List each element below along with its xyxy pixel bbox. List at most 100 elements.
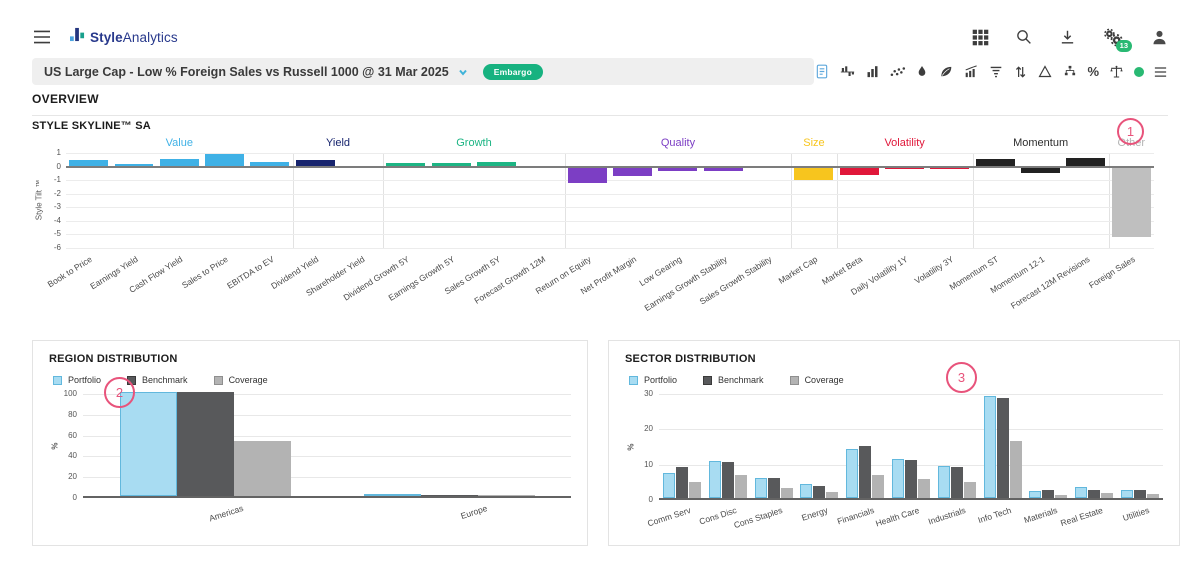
sector-x-axis-labels: Comm Serv Cons Disc Cons Staples Energy Fina… [646,500,1163,532]
bar-cons-disc-portfolio[interactable] [708,461,721,498]
bar-materials-benchmark[interactable] [1042,489,1055,498]
bar-health-care-benchmark[interactable] [904,460,917,498]
legend-item-benchmark[interactable]: Benchmark [127,375,188,385]
bar-health-care-coverage[interactable] [917,478,930,498]
skyline-bar-ebitda-to-ev[interactable] [250,162,290,167]
brand-logo[interactable]: StyleAnalytics [70,26,178,48]
hamburger-menu-icon[interactable] [32,29,52,45]
funnel-filter-icon[interactable] [988,64,1004,79]
bar-real-estate-benchmark[interactable] [1088,489,1101,498]
user-icon[interactable] [1151,29,1168,46]
bar-health-care-portfolio[interactable] [891,458,904,498]
skyline-bar-volatility-3y[interactable] [930,166,970,170]
bar-info-tech-coverage[interactable] [1009,441,1022,498]
skyline-bar-dividend-growth-5y[interactable] [386,163,426,167]
bar-cons-staples-coverage[interactable] [780,488,793,498]
skyline-bar-momentum-12-1[interactable] [1021,166,1061,174]
skyline-bar-market-cap[interactable] [794,166,834,180]
bar-comm-serv-benchmark[interactable] [675,467,688,498]
bar-industrials-coverage[interactable] [963,482,976,498]
skyline-bar-earnings-growth-stability[interactable] [703,166,743,171]
bar-industrials-portfolio[interactable] [937,465,950,498]
bar-cons-staples-portfolio[interactable] [754,477,767,498]
bar-energy-portfolio[interactable] [800,484,813,498]
bar-info-tech-portfolio[interactable] [983,396,996,498]
group-separator [564,153,566,248]
search-icon[interactable] [1015,28,1033,46]
bar-cons-staples-benchmark[interactable] [767,477,780,498]
skyline-bar-cash-flow-yield[interactable] [159,159,199,167]
bar-comm-serv-coverage[interactable] [688,481,701,498]
bar-chart-icon[interactable] [865,64,880,79]
skyline-bar-foreign-sales[interactable] [1111,166,1151,237]
list-menu-icon[interactable] [1153,65,1168,79]
bar-comm-serv-portfolio[interactable] [662,472,675,498]
skyline-bar-net-profit-margin[interactable] [613,166,653,176]
legend-item-benchmark[interactable]: Benchmark [703,375,764,385]
legend-swatch-benchmark [703,375,713,385]
bar-materials-coverage[interactable] [1055,494,1068,498]
skyline-bar-sales-growth-5y[interactable] [477,162,517,167]
embargo-badge: Embargo [482,63,543,80]
bar-materials-portfolio[interactable] [1029,490,1042,498]
status-dot [1134,66,1144,77]
bar-utilities-benchmark[interactable] [1134,489,1147,498]
bar-financials-coverage[interactable] [872,474,885,498]
scales-icon[interactable] [1108,64,1125,80]
bar-americas-portfolio[interactable] [119,392,177,496]
skyline-bar-forecast-12m-revisions[interactable] [1066,157,1106,167]
skyline-chart-icon[interactable] [839,64,856,80]
settings-gears-icon[interactable]: 13 [1102,27,1132,52]
bar-americas-coverage[interactable] [233,440,291,496]
skyline-bar-earnings-yield[interactable] [114,163,154,167]
legend-item-portfolio[interactable]: Portfolio [629,375,677,385]
skyline-bar-book-to-price[interactable] [69,159,109,167]
scatter-plot-icon[interactable] [889,65,906,79]
y-tick-label: 30 [644,389,653,398]
legend-item-portfolio[interactable]: Portfolio [53,375,101,385]
skyline-slot [882,153,927,248]
skyline-bar-return-on-equity[interactable] [567,166,607,184]
bar-info-tech-benchmark[interactable] [996,398,1009,498]
category-group-americas [83,392,327,496]
bar-cons-disc-benchmark[interactable] [721,462,734,498]
skyline-bar-daily-volatility-1y[interactable] [885,166,925,169]
download-icon[interactable] [1059,29,1076,46]
report-selector[interactable]: US Large Cap - Low % Foreign Sales vs Ru… [32,58,815,85]
bar-energy-benchmark[interactable] [813,485,826,498]
y-tick-label: 80 [68,409,77,419]
bar-europe-portfolio[interactable] [363,494,421,496]
bar-americas-benchmark[interactable] [176,392,234,496]
bar-energy-coverage[interactable] [826,492,839,498]
leaf-icon[interactable] [938,64,954,79]
bar-financials-portfolio[interactable] [846,448,859,498]
bar-utilities-coverage[interactable] [1147,494,1160,498]
skyline-bar-dividend-yield[interactable] [295,160,335,167]
legend-item-coverage[interactable]: Coverage [213,375,268,385]
growth-chart-icon[interactable] [963,64,979,79]
report-document-icon[interactable] [814,63,830,80]
bar-real-estate-coverage[interactable] [1101,493,1114,498]
bar-cons-disc-coverage[interactable] [734,474,747,498]
skyline-bar-momentum-st[interactable] [975,159,1015,167]
skyline-bar-low-gearing[interactable] [658,166,698,172]
bar-europe-coverage[interactable] [477,495,535,496]
percent-icon[interactable]: % [1087,64,1099,79]
bar-real-estate-portfolio[interactable] [1075,487,1088,498]
sort-arrows-icon[interactable] [1013,64,1028,80]
apps-grid-icon[interactable] [972,29,989,46]
bar-europe-benchmark[interactable] [420,494,478,496]
skyline-bar-earnings-growth-5y[interactable] [431,163,471,167]
skyline-bar-sales-to-price[interactable] [205,154,245,167]
delta-triangle-icon[interactable] [1037,64,1053,79]
y-tick-label: -2 [53,188,61,198]
bar-financials-benchmark[interactable] [859,445,872,498]
hierarchy-icon[interactable] [1062,64,1078,79]
skyline-bar-market-beta[interactable] [839,166,879,175]
legend-item-coverage[interactable]: Coverage [789,375,844,385]
gridline [83,394,571,395]
annotation-circle-1: 1 [1117,118,1144,145]
droplet-icon[interactable] [915,64,929,79]
bar-utilities-portfolio[interactable] [1121,490,1134,498]
bar-industrials-benchmark[interactable] [950,466,963,498]
